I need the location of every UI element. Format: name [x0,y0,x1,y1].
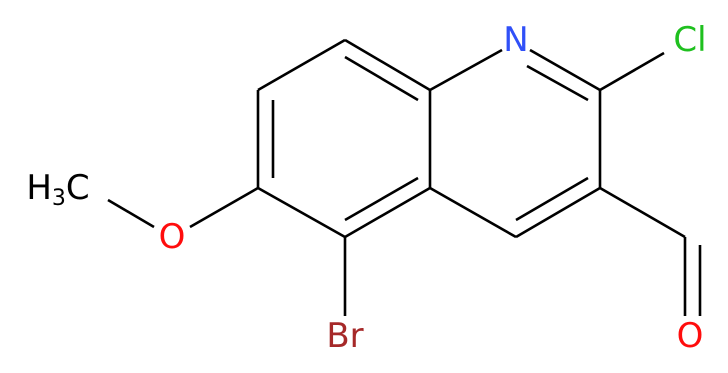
atom-label: N [503,20,528,60]
bond [344,186,431,239]
bond [257,38,346,92]
bond [526,64,589,102]
bond [189,186,259,229]
bond [344,38,431,92]
atom-label: Br [326,316,363,356]
atom-label: O [159,217,186,257]
bond [107,198,155,229]
bond [599,186,686,239]
bond [257,186,346,239]
bond [529,48,601,92]
bond [429,186,517,239]
bond [344,176,419,222]
atom-label: Cl [673,20,706,60]
bond [344,55,419,102]
bond [515,176,589,222]
subscript: 3 [52,186,66,211]
methyl-label: H3C [26,168,89,211]
atom-part: H [26,168,52,208]
bonds [107,38,702,316]
atom-label: O [677,316,704,356]
atom-part: C [66,168,90,208]
bond [429,48,503,92]
bond [599,51,665,92]
bond [515,186,601,239]
